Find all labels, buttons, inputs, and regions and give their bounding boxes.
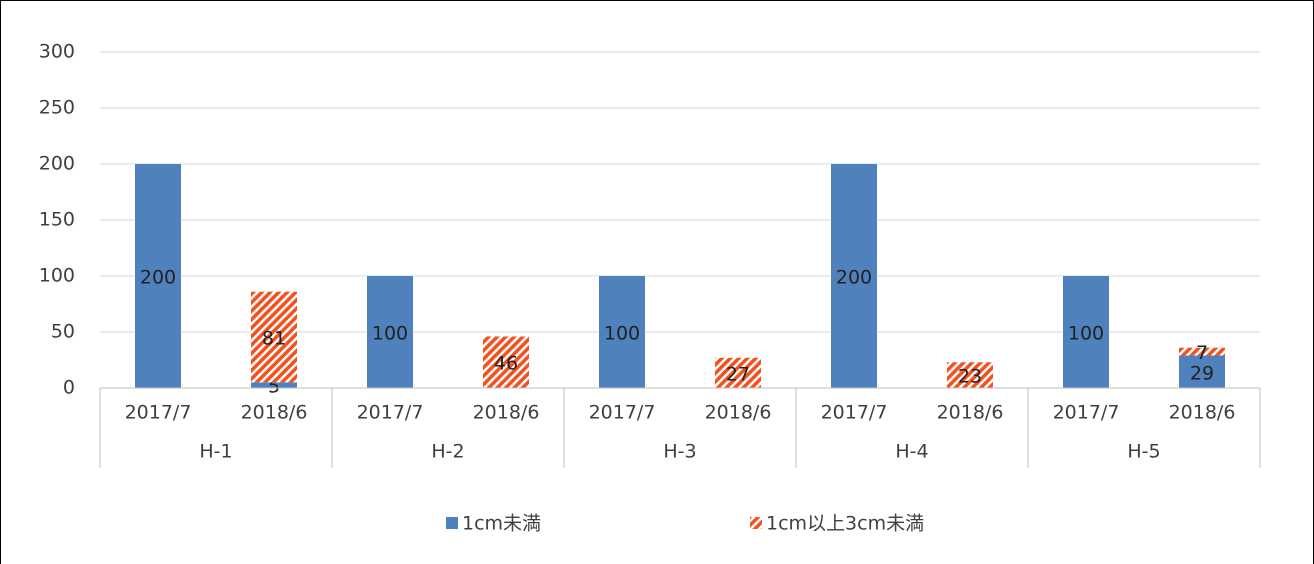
- group-label: H-3: [663, 441, 696, 463]
- bar-segment: [367, 276, 413, 388]
- legend-swatch: [446, 517, 458, 529]
- bar-segment: [251, 291, 297, 383]
- y-tick-label: 300: [39, 41, 75, 63]
- data-label: 46: [494, 353, 518, 375]
- data-label: 29: [1190, 362, 1214, 384]
- x-tick-label: 2018/6: [937, 402, 1004, 424]
- group-label: H-1: [199, 441, 232, 463]
- data-label: 23: [958, 366, 982, 388]
- data-label: 81: [262, 328, 286, 350]
- group-label: H-5: [1127, 441, 1160, 463]
- bar-segment: [1179, 355, 1225, 388]
- x-tick-label: 2017/7: [357, 402, 424, 424]
- bar-segment: [831, 164, 877, 388]
- y-tick-label: 50: [51, 321, 75, 343]
- data-label: 100: [1068, 323, 1104, 345]
- data-label: 27: [726, 363, 750, 385]
- y-tick-label: 200: [39, 153, 75, 175]
- bar-segment: [1179, 347, 1225, 356]
- y-tick-label: 0: [63, 377, 75, 399]
- x-tick-label: 2018/6: [705, 402, 772, 424]
- x-tick-label: 2017/7: [1053, 402, 1120, 424]
- bar-segment: [947, 362, 993, 388]
- legend-swatch: [750, 517, 762, 529]
- data-label: 7: [1196, 342, 1208, 364]
- x-tick-label: 2017/7: [589, 402, 656, 424]
- x-tick-label: 2017/7: [821, 402, 888, 424]
- bar-segment: [599, 276, 645, 388]
- data-label: 200: [836, 267, 872, 289]
- bar-segment: [715, 357, 761, 388]
- group-label: H-2: [431, 441, 464, 463]
- y-tick-label: 100: [39, 265, 75, 287]
- bar-segment: [251, 382, 297, 388]
- data-label: 100: [372, 323, 408, 345]
- bar-segment: [135, 164, 181, 388]
- x-tick-label: 2017/7: [125, 402, 192, 424]
- data-label: 200: [140, 267, 176, 289]
- y-tick-label: 150: [39, 209, 75, 231]
- x-tick-label: 2018/6: [241, 402, 308, 424]
- group-label: H-4: [895, 441, 928, 463]
- x-tick-label: 2018/6: [1169, 402, 1236, 424]
- legend-label: 1cm未満: [462, 513, 541, 535]
- y-tick-label: 250: [39, 97, 75, 119]
- data-label: 100: [604, 323, 640, 345]
- bar-segment: [483, 336, 529, 388]
- x-tick-label: 2018/6: [473, 402, 540, 424]
- legend-label: 1cm以上3cm未満: [766, 513, 924, 535]
- bar-segment: [1063, 276, 1109, 388]
